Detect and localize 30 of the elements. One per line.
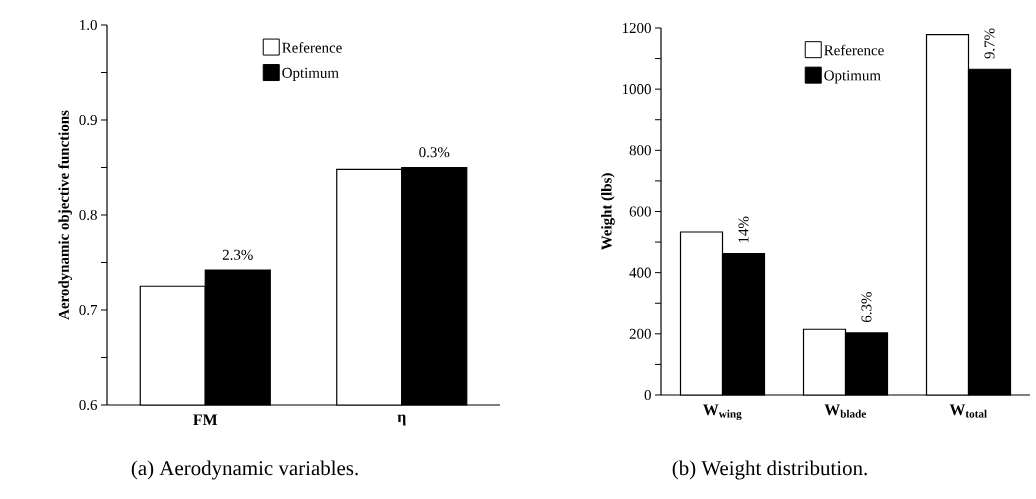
y-tick-label: 0.8 xyxy=(79,209,97,221)
y-tick-label: 1200 xyxy=(622,22,651,34)
annotation: 2.3% xyxy=(222,249,253,260)
y-tick-label: 1.0 xyxy=(80,19,97,31)
x-tick-label: FM xyxy=(193,414,218,425)
y-axis-title: Weight (lbs) xyxy=(601,173,615,251)
y-tick-label: 0.9 xyxy=(79,114,97,126)
x-tick-label: η xyxy=(397,414,406,426)
annotation: 14% xyxy=(738,216,749,243)
y-axis-title: Aerodynamic objective functions xyxy=(58,110,72,320)
legend-label: Reference xyxy=(282,42,342,53)
y-tick-label: 0.7 xyxy=(79,304,98,316)
x-tick-label: W$_{wing}$ xyxy=(703,404,742,420)
y-tick-label: 800 xyxy=(629,145,651,156)
text: (b) Weight distribution. xyxy=(672,460,867,480)
legend-label: Optimum xyxy=(824,70,881,84)
annotation: 9.7% xyxy=(984,28,995,59)
x-tick-label: W$_{blade}$ xyxy=(824,404,866,418)
y-tick-label: 400 xyxy=(629,267,651,278)
y-tick-label: 1000 xyxy=(622,84,651,95)
text: (a) Aerodynamic variables. xyxy=(131,460,358,480)
y-tick-label: 600 xyxy=(629,206,651,217)
annotation: 6.3% xyxy=(861,292,872,323)
y-tick-label: 0.6 xyxy=(79,399,98,411)
x-tick-label: W$_{total}$ xyxy=(949,404,987,418)
legend-label: Reference xyxy=(824,44,884,56)
legend-label: Optimum xyxy=(282,67,339,81)
y-tick-label: 0 xyxy=(644,389,651,401)
y-tick-label: 200 xyxy=(629,328,651,339)
annotation: 0.3% xyxy=(419,147,450,158)
